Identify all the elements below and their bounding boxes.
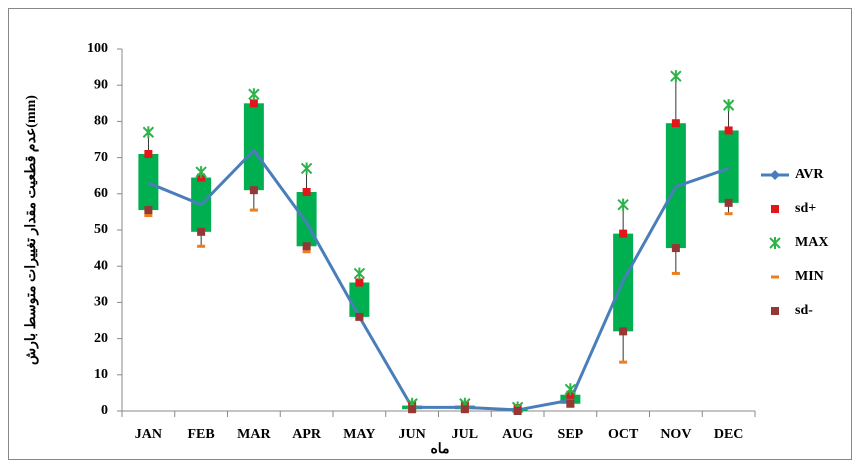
legend-diamond <box>770 170 780 180</box>
up-down-bar <box>138 153 159 211</box>
marker-dash <box>671 271 680 275</box>
x-tick-label: OCT <box>608 427 639 442</box>
marker-asterisk <box>195 166 207 179</box>
x-tick-label: FEB <box>188 427 215 442</box>
marker-square <box>566 399 575 408</box>
marker-square <box>408 405 417 414</box>
marker-square <box>197 227 206 236</box>
marker-dash <box>619 360 628 364</box>
marker-square <box>144 149 153 158</box>
x-tick-label: SEP <box>558 427 584 442</box>
y-tick-label: 60 <box>94 186 108 201</box>
marker-square <box>724 126 733 135</box>
marker-dash <box>197 244 206 248</box>
marker-asterisk <box>142 126 155 139</box>
x-tick-label: NOV <box>660 427 691 442</box>
y-tick-label: 30 <box>94 295 108 310</box>
chart-border <box>8 8 852 460</box>
marker-square <box>771 307 779 315</box>
avr-line <box>147 148 730 412</box>
y-axis-title: عدم قطعیت مقدار تغییرات متوسط بارش(mm) <box>24 95 39 365</box>
y-tick-label: 100 <box>87 41 108 56</box>
marker-square <box>355 312 364 321</box>
marker-dash <box>771 275 779 279</box>
legend-label: MIN <box>795 269 824 284</box>
marker-dash <box>249 208 258 212</box>
marker-square <box>513 407 522 415</box>
marker-asterisk <box>722 99 735 112</box>
marker-dash <box>724 212 733 216</box>
marker-asterisk <box>248 88 260 101</box>
x-tick-label: DEC <box>714 427 744 442</box>
y-tick-label: 90 <box>94 77 108 92</box>
up-down-bar <box>718 130 739 203</box>
marker-dash <box>144 214 153 218</box>
x-tick-label: JUN <box>399 427 426 442</box>
marker-asterisk <box>300 162 313 175</box>
legend-label: sd- <box>795 303 813 318</box>
x-tick-label: APR <box>292 427 322 442</box>
y-tick-label: 0 <box>101 403 108 418</box>
marker-square <box>249 186 258 195</box>
marker-dash <box>302 250 311 254</box>
x-tick-label: JUL <box>452 427 478 442</box>
x-tick-label: JAN <box>135 427 162 442</box>
marker-square <box>302 187 311 196</box>
marker-square <box>302 242 311 251</box>
marker-asterisk <box>353 267 366 280</box>
marker-square <box>671 119 680 128</box>
x-tick-label: MAR <box>237 427 271 442</box>
marker-square <box>619 229 628 238</box>
y-tick-label: 10 <box>94 367 108 382</box>
marker-square <box>355 278 364 287</box>
up-down-bar <box>349 282 370 317</box>
marker-asterisk <box>564 383 577 396</box>
x-tick-label: AUG <box>502 427 533 442</box>
marker-asterisk <box>670 70 682 83</box>
legend-label: sd+ <box>795 201 816 216</box>
marker-square <box>460 405 469 414</box>
marker-asterisk <box>617 198 629 211</box>
y-tick-label: 70 <box>94 150 108 165</box>
y-tick-label: 50 <box>94 222 108 237</box>
marker-square <box>724 198 733 207</box>
y-tick-label: 20 <box>94 331 108 346</box>
marker-square <box>619 327 628 336</box>
marker-square <box>771 205 779 213</box>
y-tick-label: 80 <box>94 114 108 129</box>
legend-label: AVR <box>795 167 824 182</box>
x-tick-label: MAY <box>343 427 375 442</box>
y-tick-label: 40 <box>94 258 108 273</box>
marker-square <box>671 244 680 253</box>
marker-square <box>144 206 153 215</box>
x-axis-title: ماه <box>430 442 449 457</box>
up-down-bar <box>243 103 264 191</box>
marker-square <box>249 99 258 108</box>
marker-asterisk <box>769 237 781 249</box>
legend-label: MAX <box>795 235 828 250</box>
